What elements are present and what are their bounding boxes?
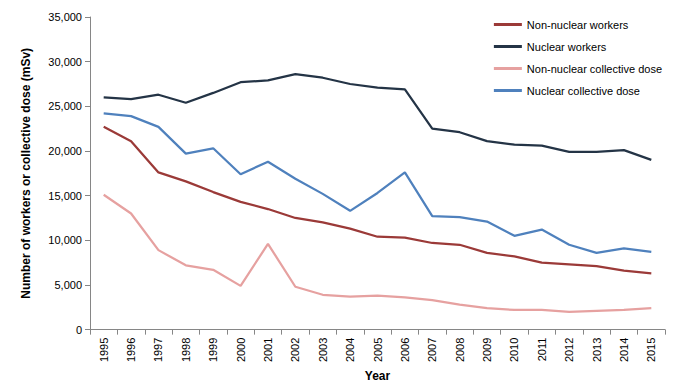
svg-text:Number of workers or collectiv: Number of workers or collective dose (mS… [19, 48, 33, 299]
svg-text:2008: 2008 [454, 338, 466, 362]
svg-text:2000: 2000 [235, 338, 247, 362]
svg-text:5,000: 5,000 [54, 279, 82, 291]
svg-text:2011: 2011 [536, 338, 548, 362]
svg-text:2004: 2004 [344, 338, 356, 362]
svg-text:25,000: 25,000 [48, 100, 82, 112]
svg-text:2002: 2002 [289, 338, 301, 362]
svg-text:2010: 2010 [508, 338, 520, 362]
svg-text:20,000: 20,000 [48, 145, 82, 157]
svg-text:1995: 1995 [98, 338, 110, 362]
svg-text:35,000: 35,000 [48, 11, 82, 23]
svg-text:Year: Year [365, 369, 391, 383]
svg-text:30,000: 30,000 [48, 56, 82, 68]
svg-text:2003: 2003 [317, 338, 329, 362]
svg-text:2006: 2006 [399, 338, 411, 362]
svg-text:Non-nuclear collective dose: Non-nuclear collective dose [527, 63, 662, 75]
svg-text:2005: 2005 [372, 338, 384, 362]
svg-text:2007: 2007 [426, 338, 438, 362]
svg-text:2009: 2009 [481, 338, 493, 362]
svg-text:2013: 2013 [591, 338, 603, 362]
svg-text:1997: 1997 [152, 338, 164, 362]
svg-text:0: 0 [76, 324, 82, 336]
svg-text:1996: 1996 [125, 338, 137, 362]
svg-text:Nuclear collective dose: Nuclear collective dose [527, 85, 640, 97]
svg-text:Nuclear workers: Nuclear workers [527, 41, 607, 53]
svg-text:2015: 2015 [645, 338, 657, 362]
svg-text:1998: 1998 [180, 338, 192, 362]
svg-text:Non-nuclear workers: Non-nuclear workers [527, 19, 629, 31]
svg-text:2012: 2012 [563, 338, 575, 362]
svg-text:2014: 2014 [618, 338, 630, 362]
svg-text:10,000: 10,000 [48, 234, 82, 246]
svg-text:2001: 2001 [262, 338, 274, 362]
svg-text:1999: 1999 [207, 338, 219, 362]
svg-text:15,000: 15,000 [48, 190, 82, 202]
